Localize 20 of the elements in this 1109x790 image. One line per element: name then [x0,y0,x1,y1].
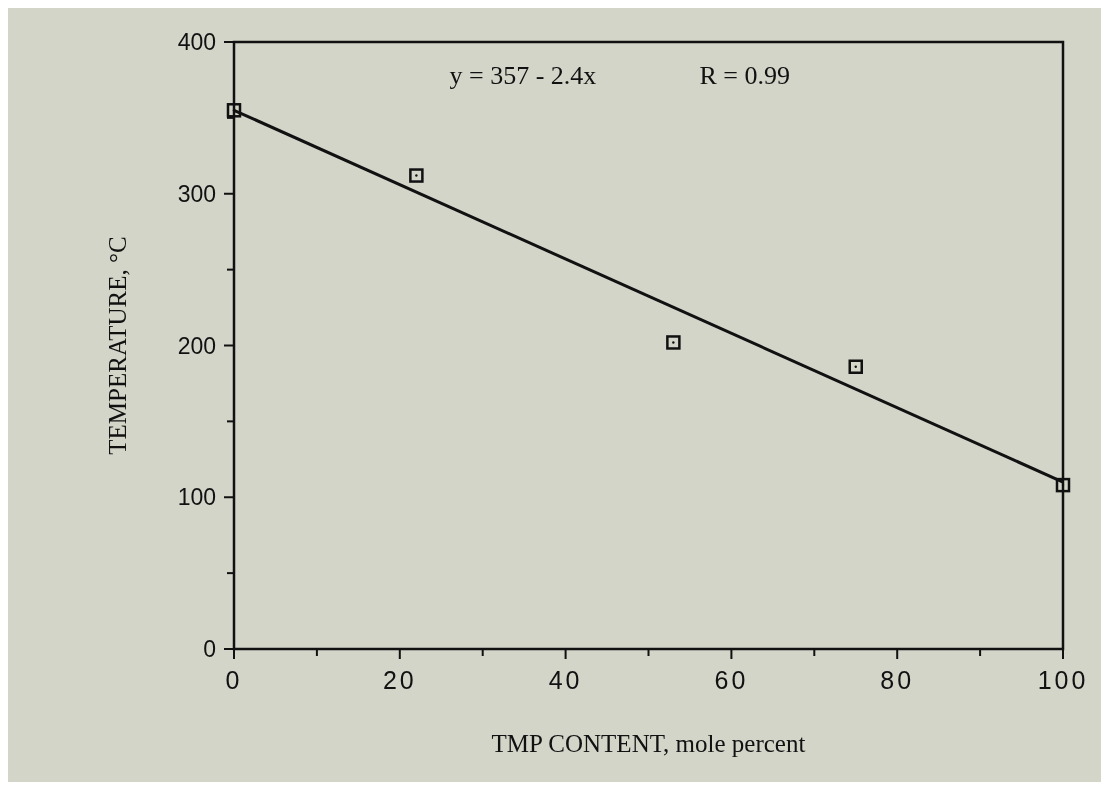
y-tick-label: 200 [177,332,216,359]
point [226,103,242,118]
x-tick-label: 40 [548,666,583,694]
point [666,335,681,350]
annotation: R = 0.99 [699,61,791,90]
x-tick-label: 80 [880,666,915,694]
y-tick-label: 400 [177,29,216,56]
x-axis-title: TMP CONTENT, mole percent [491,730,806,757]
y-tick-label: 0 [203,636,216,663]
x-tick-label: 60 [714,666,749,694]
annotation: y = 357 - 2.4x [449,61,597,90]
y-tick-label: 300 [177,180,216,207]
point [848,359,863,374]
y-tick-label: 100 [177,484,216,511]
point [409,168,424,183]
x-tick-label: 100 [1037,666,1089,694]
y-axis-title: TEMPERATURE, °C [104,236,131,455]
x-tick-label: 0 [225,666,243,694]
point [1055,477,1071,493]
x-tick-label: 20 [382,666,417,694]
